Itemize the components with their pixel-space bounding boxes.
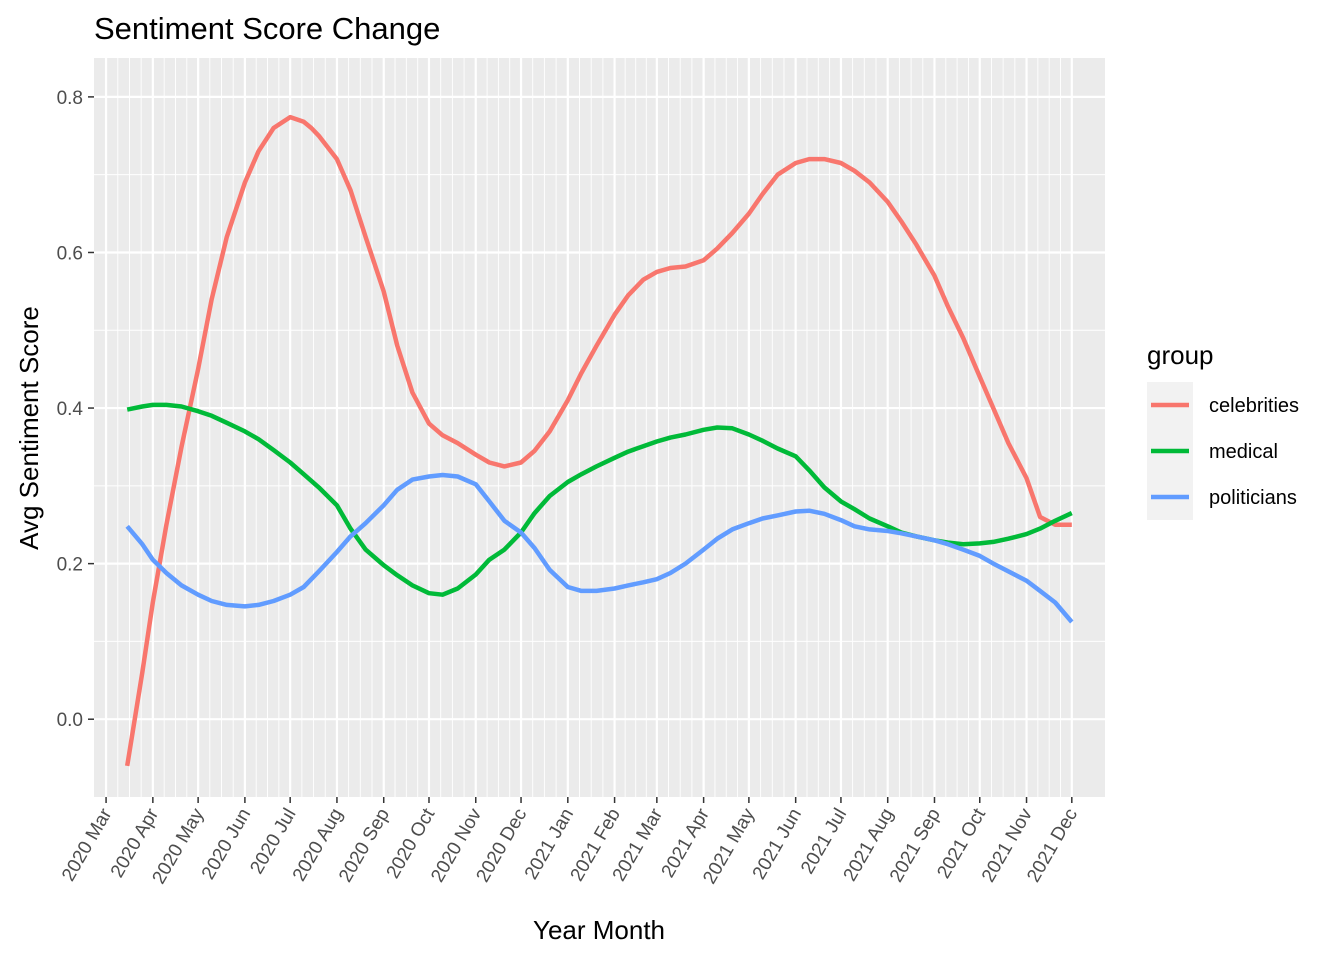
y-tick-label: 0.8 (57, 88, 83, 109)
legend-title: group (1147, 340, 1214, 370)
x-tick-label: 2020 Mar (58, 804, 117, 885)
y-tick-label: 0.6 (57, 243, 83, 264)
y-axis-title: Avg Sentiment Score (14, 306, 44, 550)
legend-label-celebrities: celebrities (1209, 395, 1299, 417)
legend-label-medical: medical (1209, 441, 1278, 463)
series-lines (124, 114, 1074, 767)
plot-panel (94, 58, 1105, 797)
y-axis: 0.0 0.2 0.4 0.6 0.8 (57, 88, 94, 731)
y-tick-label: 0.0 (57, 710, 83, 731)
chart-title: Sentiment Score Change (94, 11, 440, 46)
legend-label-politicians: politicians (1209, 487, 1297, 509)
legend: group celebrities medical politicians (1147, 340, 1299, 520)
series-line-politicians (125, 472, 1074, 624)
y-tick-label: 0.2 (57, 555, 83, 576)
y-tick-label: 0.4 (57, 399, 84, 420)
series-line-celebrities (124, 114, 1072, 767)
x-axis-title: Year Month (533, 915, 665, 945)
